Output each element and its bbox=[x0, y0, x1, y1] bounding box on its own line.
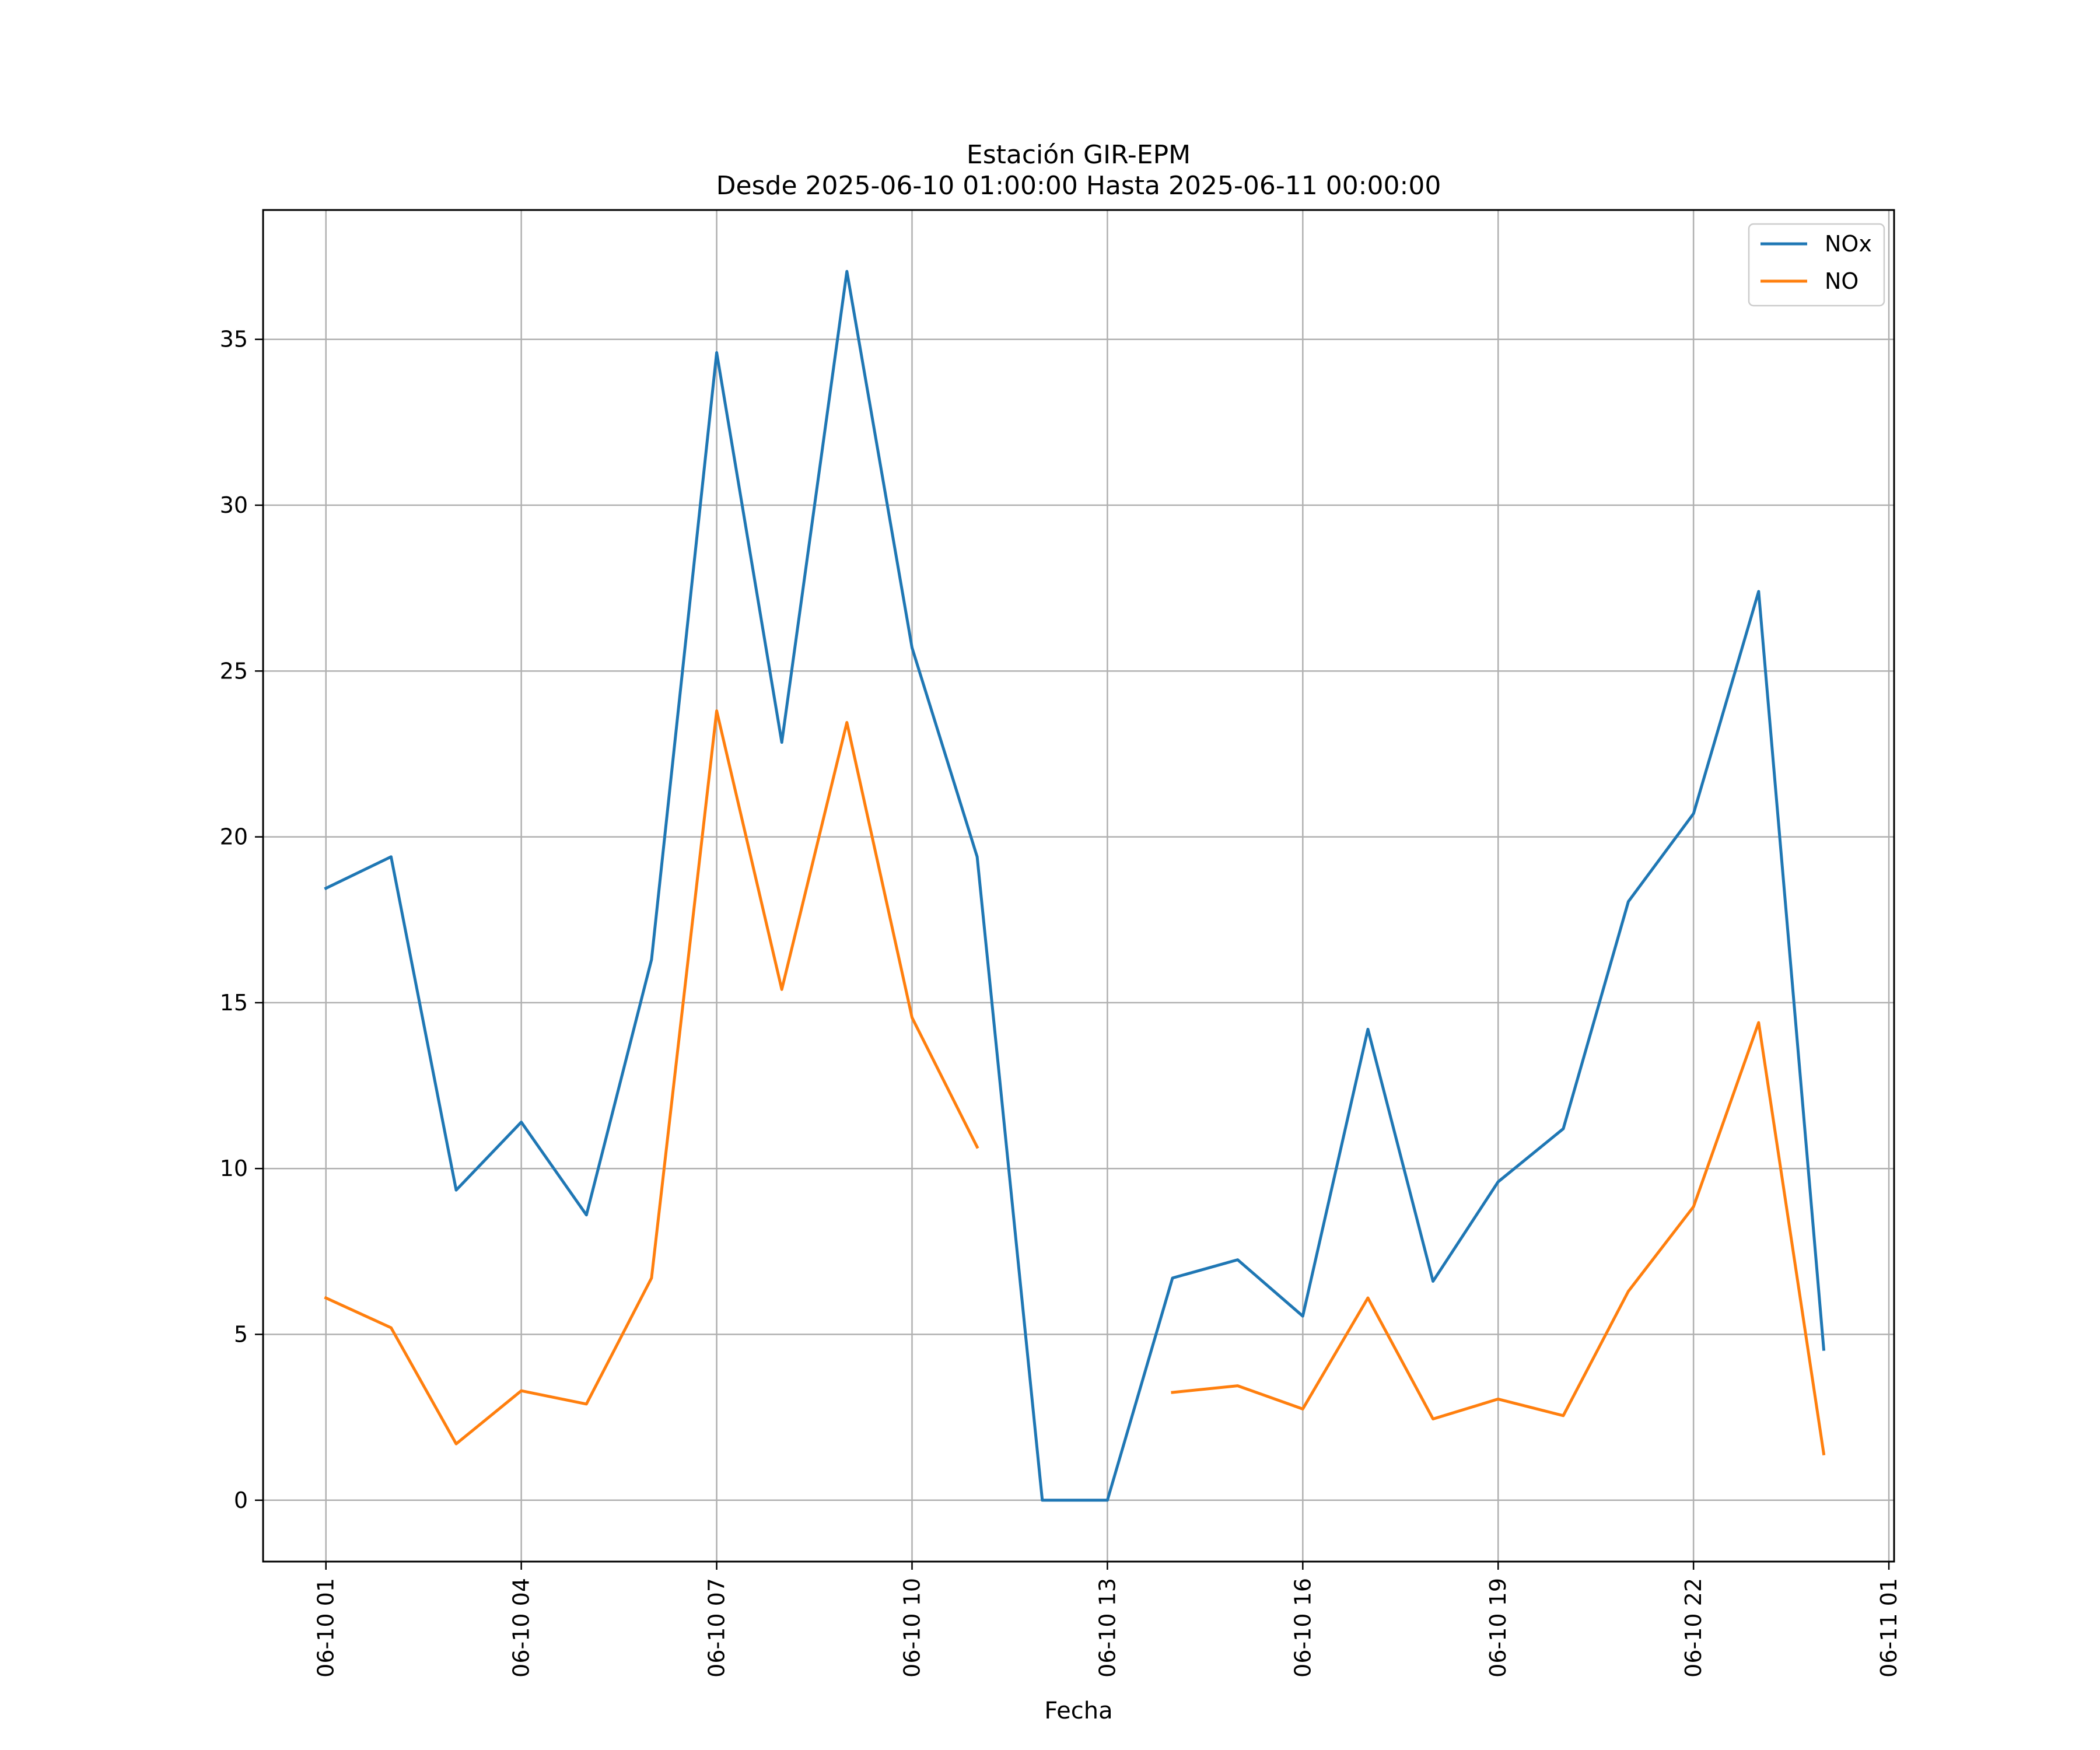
legend: NOx NO bbox=[1748, 223, 1885, 307]
y-tick-label: 5 bbox=[234, 1322, 248, 1348]
series-line-no bbox=[1171, 1021, 1826, 1456]
y-tick-label: 35 bbox=[220, 327, 248, 352]
x-tick-label: 06-10 04 bbox=[509, 1578, 534, 1678]
series-line-nox bbox=[324, 270, 1826, 1502]
grid bbox=[263, 210, 1894, 1562]
x-tick-label: 06-10 19 bbox=[1485, 1578, 1511, 1678]
y-tick-label: 15 bbox=[220, 990, 248, 1016]
y-tick-label: 0 bbox=[234, 1488, 248, 1513]
y-axis: 0 5 10 15 20 25 30 35 bbox=[220, 327, 263, 1513]
x-axis: 06-10 01 06-10 04 06-10 07 06-10 10 06-10 13… bbox=[313, 1562, 1902, 1678]
chart-title: Estación GIR-EPM bbox=[967, 140, 1191, 170]
plot-area-frame bbox=[262, 209, 1895, 1563]
x-tick-label: 06-10 22 bbox=[1681, 1578, 1706, 1678]
series-line-no bbox=[324, 709, 979, 1446]
x-tick-label: 06-10 07 bbox=[704, 1578, 730, 1678]
x-axis-label: Fecha bbox=[1044, 1698, 1112, 1724]
series-lines bbox=[324, 270, 1826, 1502]
x-tick-label: 06-10 13 bbox=[1094, 1578, 1120, 1678]
y-tick-label: 30 bbox=[220, 492, 248, 518]
x-tick-label: 06-11 01 bbox=[1876, 1578, 1902, 1678]
legend-label-no: NO bbox=[1825, 268, 1859, 294]
legend-label-nox: NOx bbox=[1825, 231, 1872, 257]
y-tick-label: 25 bbox=[220, 658, 248, 684]
x-tick-label: 06-10 16 bbox=[1290, 1578, 1315, 1678]
x-tick-label: 06-10 01 bbox=[313, 1578, 339, 1678]
chart-subtitle: Desde 2025-06-10 01:00:00 Hasta 2025-06-… bbox=[716, 171, 1441, 201]
y-tick-label: 10 bbox=[220, 1156, 248, 1181]
y-tick-label: 20 bbox=[220, 824, 248, 850]
x-tick-label: 06-10 10 bbox=[899, 1578, 925, 1678]
